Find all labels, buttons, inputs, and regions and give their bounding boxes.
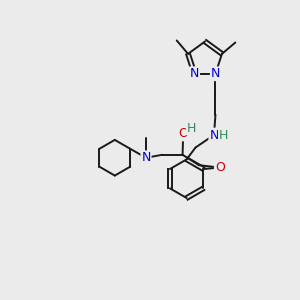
Text: O: O bbox=[178, 128, 188, 140]
Text: N: N bbox=[190, 67, 199, 80]
Text: N: N bbox=[141, 151, 151, 164]
Text: N: N bbox=[209, 128, 219, 142]
Text: N: N bbox=[211, 67, 220, 80]
Text: H: H bbox=[187, 122, 196, 134]
Text: H: H bbox=[219, 128, 228, 142]
Text: O: O bbox=[215, 161, 225, 174]
